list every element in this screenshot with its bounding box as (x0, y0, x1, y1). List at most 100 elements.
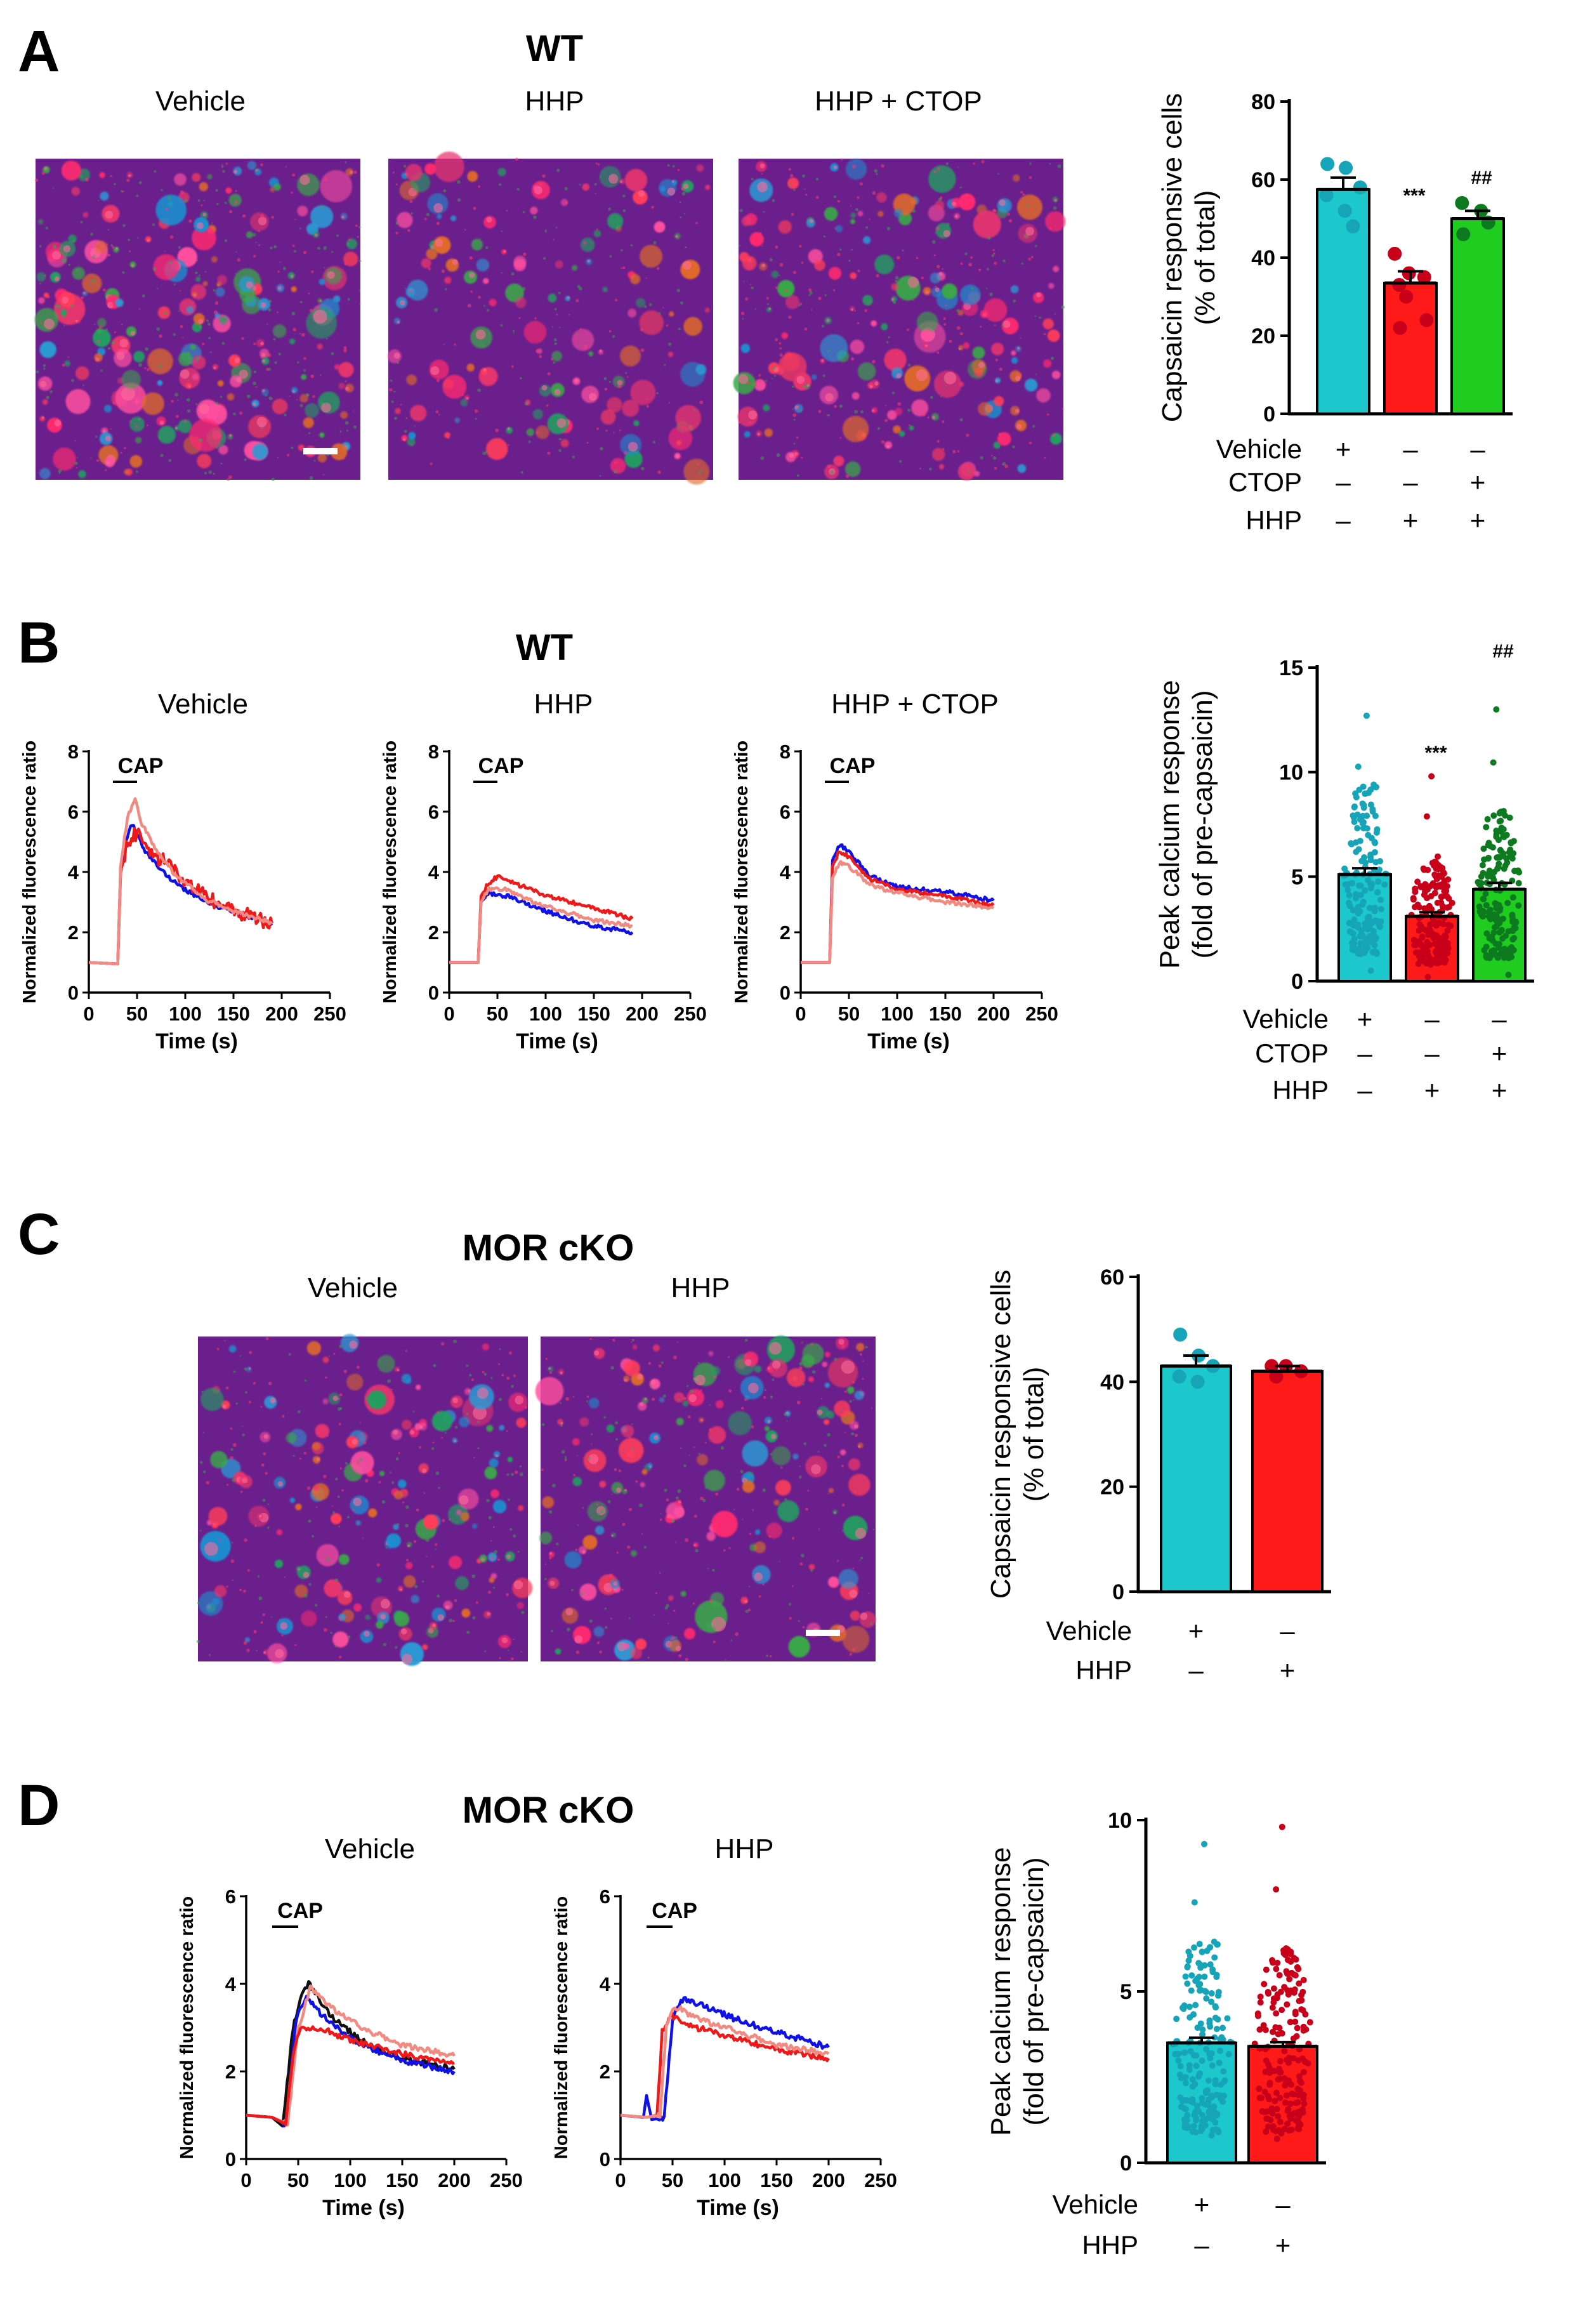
speckle (978, 268, 982, 272)
y-tick-label: 10 (1279, 761, 1303, 785)
speckle (827, 1493, 829, 1495)
speckle (514, 1470, 518, 1474)
speckle (220, 462, 223, 465)
data-point (1410, 896, 1417, 903)
cell-highlight (199, 404, 210, 414)
speckle (405, 1490, 407, 1493)
cell-highlight (248, 1367, 251, 1370)
data-point (1439, 902, 1446, 909)
data-point (1498, 809, 1505, 815)
speckle (693, 1446, 695, 1448)
cell (214, 1585, 227, 1598)
data-point (1191, 1899, 1198, 1906)
cell (313, 1485, 319, 1491)
speckle (431, 1447, 435, 1450)
speckle (872, 360, 876, 364)
cell-highlight (772, 1360, 781, 1369)
data-point (1339, 161, 1353, 175)
cell (402, 1420, 412, 1430)
data-point (1179, 2097, 1186, 2104)
speckle (733, 1509, 735, 1510)
speckle (728, 1389, 732, 1393)
speckle (966, 433, 969, 437)
speckle (235, 251, 237, 253)
cell (61, 161, 82, 181)
speckle (539, 355, 542, 359)
speckle (51, 425, 53, 428)
cell (542, 1496, 555, 1509)
cell-highlight (978, 362, 985, 369)
speckle (161, 188, 163, 192)
speckle (802, 1652, 804, 1654)
speckle (224, 1340, 226, 1342)
cell (186, 306, 194, 314)
speckle (844, 1390, 847, 1393)
speckle (498, 1363, 501, 1366)
group-sign: – (1492, 1004, 1507, 1034)
data-point (1377, 906, 1384, 913)
cell (846, 1386, 855, 1394)
cell (398, 1479, 407, 1489)
cell-highlight (180, 369, 190, 379)
cell-highlight (204, 1542, 218, 1556)
speckle (235, 190, 237, 192)
speckle (426, 213, 430, 216)
speckle (167, 271, 169, 273)
cell (827, 1576, 839, 1588)
speckle (959, 418, 963, 422)
cell (394, 1611, 410, 1627)
speckle (325, 402, 327, 405)
speckle (484, 1650, 487, 1653)
speckle (608, 208, 612, 211)
speckle (832, 289, 836, 292)
data-point (1500, 833, 1507, 840)
speckle (440, 1342, 445, 1346)
cell (715, 1400, 724, 1409)
data-point (1203, 2046, 1210, 2053)
cell-highlight (872, 409, 875, 413)
speckle (957, 450, 960, 453)
speckle (34, 178, 39, 182)
cell-highlight (400, 300, 405, 306)
speckle (94, 324, 96, 326)
speckle (178, 310, 180, 312)
trace-line-blue (620, 1996, 830, 2122)
speckle (762, 1583, 765, 1585)
data-point (1276, 2069, 1283, 2076)
speckle (802, 1626, 805, 1628)
cell (227, 393, 235, 401)
speckle (630, 244, 633, 247)
data-point (1296, 2125, 1303, 2132)
cell (82, 212, 89, 218)
speckle (348, 1635, 351, 1639)
speckle (844, 1432, 846, 1434)
speckle (242, 1433, 245, 1437)
group-label-vehicle: Vehicle (1243, 1004, 1329, 1034)
cell-highlight (41, 416, 44, 419)
speckle (788, 168, 791, 171)
data-point (1261, 1981, 1268, 1988)
speckle (823, 235, 826, 238)
speckle (110, 175, 112, 178)
cell (667, 352, 674, 357)
speckle (216, 433, 218, 435)
cell-highlight (253, 402, 256, 406)
x-tick-label: 250 (313, 1003, 346, 1025)
trace-line-red (88, 827, 273, 966)
data-point (1270, 2126, 1277, 2133)
group-label-hhp: HHP (1075, 1655, 1132, 1685)
speckle (677, 169, 680, 171)
cell (627, 308, 636, 318)
speckle (437, 1426, 441, 1430)
speckle (447, 436, 450, 439)
cell (405, 1378, 412, 1384)
speckle (199, 1529, 202, 1532)
cell (697, 1454, 709, 1466)
speckle (736, 1488, 740, 1491)
speckle (273, 245, 277, 249)
speckle (735, 1632, 739, 1636)
speckle (336, 234, 339, 237)
speckle (616, 1551, 619, 1554)
data-point (1190, 2011, 1197, 2018)
data-point (1349, 939, 1356, 946)
